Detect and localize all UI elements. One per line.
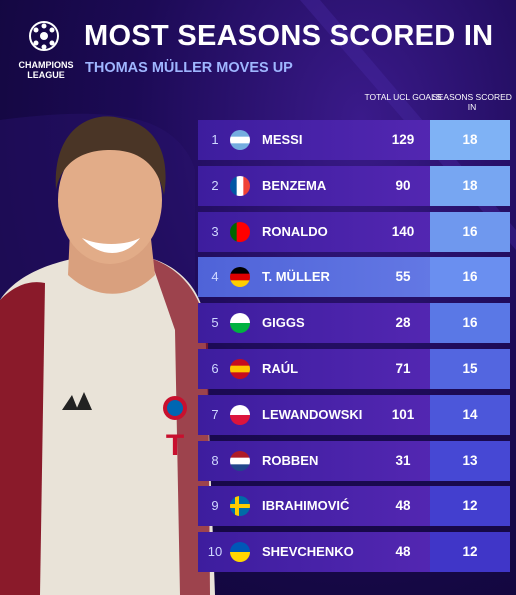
table-row: 5 GIGGS 28 16 [198, 303, 510, 344]
table-row: 1 MESSI 129 18 [198, 120, 510, 160]
player-name: BENZEMA [262, 177, 327, 193]
rank: 9 [211, 498, 219, 514]
logo-text: CHAMPIONS LEAGUE [18, 60, 74, 80]
player-name: RONALDO [262, 223, 328, 239]
rank: 5 [211, 315, 219, 331]
column-header: SEASONS SCORED IN [432, 92, 512, 112]
table-row: 7 LEWANDOWSKI 101 14 [198, 394, 510, 435]
table-row: 6 RAÚL 71 15 [198, 349, 510, 389]
seasons-scored: 16 [430, 303, 510, 344]
flag-icon [230, 404, 250, 425]
seasons-scored: 15 [430, 349, 510, 389]
table-row: 3 RONALDO 140 16 [198, 211, 510, 252]
total-goals: 101 [391, 406, 415, 422]
rank: 8 [211, 452, 219, 468]
flag-icon [230, 130, 250, 150]
player-name: IBRAHIMOVIĆ [262, 498, 350, 514]
total-goals: 55 [395, 269, 411, 285]
table-row: 10 SHEVCHENKO 48 12 [198, 532, 510, 573]
total-goals: 31 [395, 452, 411, 468]
rank: 2 [211, 177, 219, 193]
table-row: 9 IBRAHIMOVIĆ 48 12 [198, 486, 510, 527]
rank: 7 [211, 406, 219, 422]
column-header: TOTAL UCL GOALS [364, 92, 442, 102]
flag-icon [230, 267, 250, 288]
seasons-scored: 12 [430, 532, 510, 573]
seasons-scored: 18 [430, 120, 510, 160]
flag-icon [230, 313, 250, 334]
total-goals: 140 [391, 223, 415, 239]
seasons-scored: 16 [430, 257, 510, 298]
seasons-scored: 16 [430, 211, 510, 252]
flag-icon [230, 450, 250, 471]
player-name: T. MÜLLER [262, 269, 330, 285]
rank: 1 [211, 132, 219, 147]
rank: 3 [211, 223, 219, 239]
total-goals: 90 [395, 177, 411, 193]
total-goals: 129 [391, 132, 415, 147]
player-name: SHEVCHENKO [262, 544, 354, 560]
seasons-scored: 12 [430, 486, 510, 527]
total-goals: 71 [395, 361, 411, 376]
flag-icon [230, 542, 250, 563]
player-name: RAÚL [262, 361, 299, 376]
seasons-scored: 13 [430, 440, 510, 481]
flag-icon [230, 175, 250, 196]
player-name: GIGGS [262, 315, 305, 331]
rank: 4 [211, 269, 219, 285]
table-row: 2 BENZEMA 90 18 [198, 165, 510, 206]
svg-text:T: T [166, 429, 184, 462]
title: MOST SEASONS SCORED IN [84, 20, 494, 52]
total-goals: 28 [395, 315, 411, 331]
rank: 6 [211, 361, 219, 376]
total-goals: 48 [395, 544, 411, 560]
seasons-scored: 14 [430, 394, 510, 435]
total-goals: 48 [395, 498, 411, 514]
player-name: ROBBEN [262, 452, 319, 468]
player-name: LEWANDOWSKI [262, 406, 363, 422]
table-row: 4 T. MÜLLER 55 16 [198, 257, 510, 298]
rank: 10 [207, 544, 223, 560]
subtitle: THOMAS MÜLLER MOVES UP [85, 60, 293, 76]
flag-icon [230, 221, 250, 242]
seasons-scored: 18 [430, 165, 510, 206]
table-row: 8 ROBBEN 31 13 [198, 440, 510, 481]
flag-icon [230, 359, 250, 379]
player-name: MESSI [262, 132, 303, 147]
flag-icon [230, 496, 250, 517]
